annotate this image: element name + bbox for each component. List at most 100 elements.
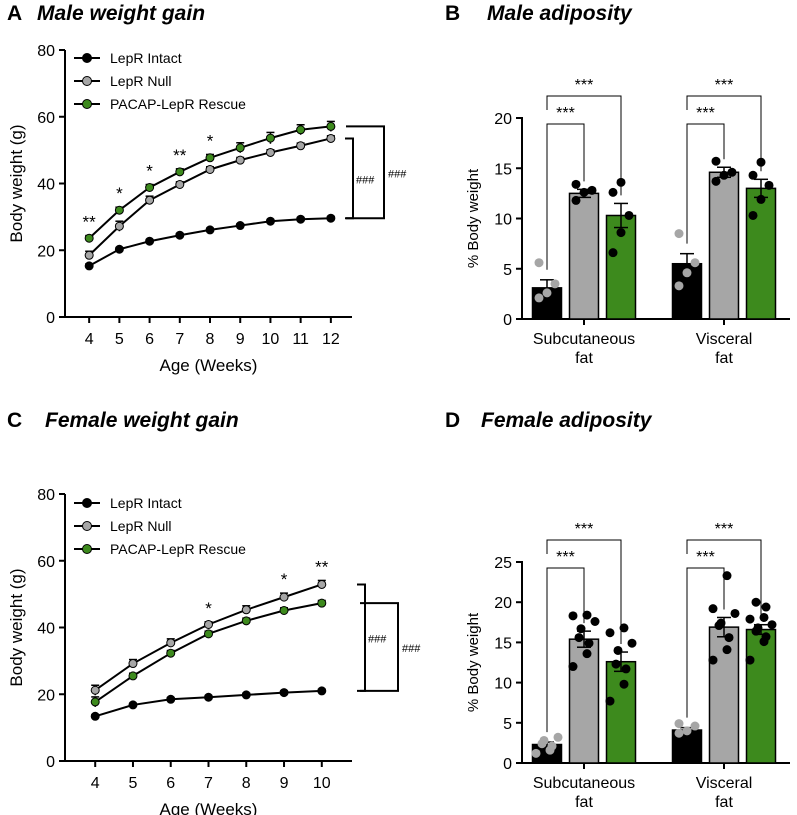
b-data-point: [756, 194, 766, 204]
c-data-point-rescue: [204, 629, 213, 639]
d-data-point: [582, 610, 592, 620]
a-data-point-intact: [235, 221, 245, 231]
d-data-point: [531, 748, 541, 758]
d-significance-label: ***: [575, 521, 594, 538]
a-significance-label: **: [173, 146, 187, 165]
c-data-point-null: [241, 605, 251, 615]
c-bracket-label: ###: [368, 634, 387, 646]
d-bar-rescue: [605, 660, 637, 764]
b-data-point: [608, 248, 618, 258]
a-data-point-null: [235, 155, 245, 165]
a-data-point-null: [84, 250, 94, 260]
a-data-point-intact: [326, 213, 336, 223]
d-data-point: [767, 620, 777, 630]
b-data-point: [587, 185, 597, 195]
a-data-point-rescue: [205, 153, 215, 163]
a-legend-label: LepR Null: [110, 73, 171, 89]
d-significance-label: ***: [715, 521, 734, 538]
c-data-point-rescue: [90, 697, 100, 707]
a-data-point-intact: [296, 214, 306, 224]
a-x-axis-label: Age (Weeks): [160, 356, 258, 375]
c-data-point-intact: [241, 690, 251, 700]
d-data-point: [759, 612, 769, 622]
a-significance-label: *: [207, 131, 214, 150]
b-data-point: [534, 258, 544, 268]
c-significance-label: **: [315, 557, 329, 576]
d-data-point: [730, 608, 740, 618]
d-data-point: [674, 728, 684, 738]
panel-d-letter: D: [445, 409, 461, 432]
d-data-point: [568, 662, 578, 672]
c-x-tick-label: 5: [129, 775, 138, 792]
a-x-tick-label: 10: [262, 331, 280, 348]
a-data-point-intact: [265, 216, 275, 226]
d-data-point: [611, 659, 621, 669]
c-y-axis-label: Body weight (g): [7, 568, 26, 686]
b-sig-bracket: [686, 95, 762, 172]
d-data-point: [745, 655, 755, 665]
d-y-tick-label: 20: [494, 595, 512, 612]
panel-a-letter: A: [7, 2, 23, 25]
a-y-tick-label: 0: [46, 310, 55, 327]
d-data-point: [674, 719, 684, 729]
a-x-tick-label: 12: [322, 331, 340, 348]
d-data-point: [568, 611, 578, 621]
b-significance-label: ***: [575, 77, 594, 94]
d-y-tick-label: 10: [494, 676, 512, 693]
a-bracket-label: ###: [356, 174, 375, 186]
b-bar-null: [568, 192, 600, 320]
a-x-tick-label: 8: [206, 331, 215, 348]
b-data-point: [727, 167, 737, 177]
a-legend-marker: [82, 53, 92, 63]
c-significance-label: *: [205, 599, 212, 618]
d-data-point: [553, 732, 563, 742]
b-group-label: fat: [715, 350, 733, 367]
b-data-point: [542, 288, 552, 298]
a-data-point-intact: [145, 236, 155, 246]
panel-c-letter: C: [7, 409, 23, 432]
b-significance-label: ***: [696, 105, 715, 122]
panel-a-title: Male weight gain: [37, 2, 206, 25]
b-data-point: [674, 281, 684, 291]
d-data-point: [621, 664, 631, 674]
a-y-tick-label: 60: [37, 110, 55, 127]
d-group-label: Visceral: [696, 775, 753, 792]
a-data-point-null: [265, 147, 275, 157]
b-data-point: [748, 210, 758, 220]
d-y-axis-label: % Body weight: [465, 612, 482, 712]
d-sig-bracket: [686, 539, 762, 617]
d-data-point: [722, 645, 732, 655]
b-data-point: [616, 228, 626, 238]
d-group-label: fat: [575, 794, 593, 811]
b-y-axis-label: % Body weight: [465, 168, 482, 268]
b-data-point: [711, 176, 721, 186]
c-y-tick-label: 20: [37, 687, 55, 704]
d-sig-bracket: [546, 567, 585, 733]
d-y-tick-label: 0: [503, 756, 512, 773]
c-bracket-inner: [357, 583, 366, 692]
d-data-point: [708, 655, 718, 665]
d-group-label: fat: [715, 794, 733, 811]
a-data-point-intact: [114, 244, 124, 254]
a-data-point-rescue: [235, 143, 245, 153]
a-x-tick-label: 9: [236, 331, 245, 348]
a-data-point-rescue: [84, 233, 94, 243]
d-data-point: [584, 638, 594, 648]
c-data-point-intact: [279, 688, 289, 698]
b-data-point: [748, 170, 758, 180]
a-x-tick-label: 7: [175, 331, 184, 348]
d-data-point: [761, 602, 771, 612]
d-data-point: [627, 638, 637, 648]
d-data-point: [547, 741, 557, 751]
a-legend-marker: [82, 99, 92, 109]
a-y-axis-label: Body weight (g): [7, 124, 26, 242]
b-bar-rescue: [745, 187, 777, 320]
c-legend-marker: [82, 498, 92, 508]
a-significance-label: *: [146, 162, 153, 181]
c-data-point-rescue: [241, 616, 251, 626]
c-legend-label: LepR Null: [110, 518, 171, 534]
b-group-label: Subcutaneous: [533, 331, 635, 348]
a-significance-label: **: [83, 213, 97, 232]
c-data-point-intact: [128, 700, 138, 710]
